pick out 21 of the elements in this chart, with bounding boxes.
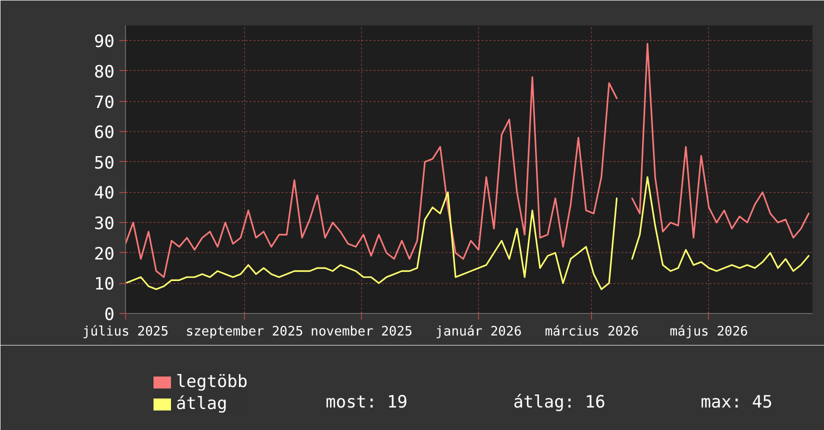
y-tick-label: 80 [94, 62, 115, 82]
legend-label: legtöbb [176, 372, 248, 392]
y-tick-label: 60 [94, 123, 115, 144]
y-tick-label: 30 [94, 214, 115, 234]
legend-label: átlag [176, 394, 228, 414]
x-tick-label: szeptember 2025 [186, 324, 304, 340]
x-tick-label: március 2026 [544, 324, 639, 340]
y-tick-label: 50 [94, 153, 115, 174]
text: átlag: 16 [513, 392, 606, 412]
y-tick-label: 0 [104, 305, 115, 325]
y-tick-label: 70 [94, 92, 115, 113]
x-tick-label: január 2026 [436, 324, 522, 340]
text: max: 45 [700, 392, 772, 412]
y-tick-label: 20 [94, 244, 115, 264]
x-tick-label: május 2026 [670, 324, 748, 340]
text: most: 19 [326, 392, 408, 412]
x-tick-label: november 2025 [310, 324, 412, 340]
y-tick-label: 90 [94, 32, 115, 52]
y-tick-label: 10 [94, 274, 115, 295]
x-tick-label: július 2025 [82, 324, 169, 340]
y-tick-label: 40 [94, 184, 115, 204]
